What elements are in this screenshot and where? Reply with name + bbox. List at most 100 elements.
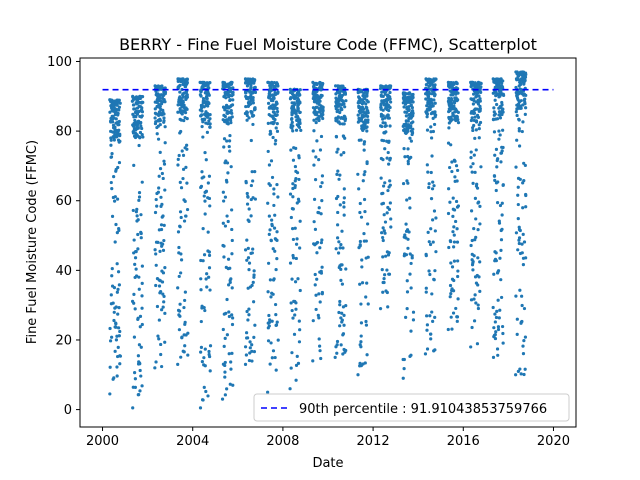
scatter-point xyxy=(406,162,410,166)
scatter-point xyxy=(311,319,315,323)
scatter-point xyxy=(140,133,144,137)
scatter-point xyxy=(273,302,278,307)
scatter-point xyxy=(385,156,389,160)
scatter-point xyxy=(344,348,348,353)
scatter-point xyxy=(248,346,252,350)
scatter-point xyxy=(200,109,204,113)
scatter-point xyxy=(456,120,461,125)
scatter-point xyxy=(228,382,232,386)
scatter-point xyxy=(158,249,162,253)
scatter-point xyxy=(365,129,369,133)
scatter-point xyxy=(178,314,182,318)
scatter-point xyxy=(477,123,481,127)
scatter-point xyxy=(317,337,321,341)
scatter-point xyxy=(243,248,248,252)
scatter-point xyxy=(117,123,121,127)
scatter-point xyxy=(117,334,121,338)
scatter-point xyxy=(266,261,271,265)
scatter-point xyxy=(451,311,456,315)
scatter-point xyxy=(365,161,369,166)
scatter-point xyxy=(252,335,256,339)
scatter-point xyxy=(340,318,344,322)
scatter-point xyxy=(288,261,293,265)
scatter-point xyxy=(452,259,457,263)
scatter-point xyxy=(204,389,208,394)
scatter-point xyxy=(426,170,430,174)
scatter-point xyxy=(455,115,459,119)
scatter-point xyxy=(206,394,210,398)
scatter-point xyxy=(266,290,270,294)
scatter-point xyxy=(405,228,410,232)
scatter-point xyxy=(266,121,270,126)
scatter-point xyxy=(378,307,383,311)
scatter-point xyxy=(293,102,297,106)
scatter-point xyxy=(365,94,369,98)
scatter-point xyxy=(295,171,300,175)
scatter-point xyxy=(432,209,437,213)
scatter-point xyxy=(312,220,316,224)
scatter-point xyxy=(499,248,503,252)
scatter-point xyxy=(336,115,340,119)
scatter-point xyxy=(156,334,160,338)
scatter-point xyxy=(313,272,317,277)
scatter-point xyxy=(314,120,318,125)
scatter-point xyxy=(389,84,393,88)
scatter-point xyxy=(450,118,454,122)
scatter-point xyxy=(365,125,369,129)
y-tick-label: 0 xyxy=(64,403,72,418)
scatter-point xyxy=(315,240,320,245)
scatter-point xyxy=(276,90,280,94)
scatter-point xyxy=(335,343,339,347)
scatter-point xyxy=(229,118,233,122)
scatter-point xyxy=(475,107,479,111)
scatter-point xyxy=(158,104,162,108)
scatter-point xyxy=(245,118,249,122)
scatter-point xyxy=(243,345,248,349)
scatter-point xyxy=(137,343,142,347)
scatter-point xyxy=(153,248,157,252)
scatter-point xyxy=(501,128,505,132)
scatter-point xyxy=(112,130,116,134)
scatter-point xyxy=(246,256,251,260)
scatter-point xyxy=(293,280,298,284)
scatter-point xyxy=(131,406,135,410)
scatter-point xyxy=(406,129,410,133)
scatter-point xyxy=(498,116,503,120)
scatter-point xyxy=(403,233,407,237)
scatter-point xyxy=(469,298,474,302)
scatter-point xyxy=(230,238,234,243)
scatter-point xyxy=(447,245,451,250)
scatter-point xyxy=(205,285,209,289)
scatter-point xyxy=(338,299,342,304)
scatter-point xyxy=(289,215,293,220)
scatter-point xyxy=(271,135,275,140)
scatter-point xyxy=(523,78,527,83)
scatter-point xyxy=(117,98,121,102)
scatter-point xyxy=(381,290,385,294)
scatter-point xyxy=(203,212,207,216)
x-axis: 2000 2004 2008 2012 2016 2020 xyxy=(86,427,570,449)
scatter-point xyxy=(469,156,473,160)
scatter-point xyxy=(289,301,293,305)
scatter-point xyxy=(118,134,122,138)
scatter-point xyxy=(320,174,325,178)
scatter-point xyxy=(182,350,186,354)
scatter-point xyxy=(382,213,386,217)
scatter-point xyxy=(518,228,522,233)
scatter-point xyxy=(516,369,520,374)
scatter-point xyxy=(497,316,501,320)
scatter-point xyxy=(411,127,415,131)
scatter-point xyxy=(154,283,158,288)
scatter-point xyxy=(179,215,183,220)
scatter-point xyxy=(185,117,189,121)
scatter-point xyxy=(359,334,363,338)
scatter-point xyxy=(517,236,522,240)
scatter-point xyxy=(183,298,187,303)
scatter-point xyxy=(291,182,295,186)
scatter-point xyxy=(135,112,139,116)
scatter-point xyxy=(133,135,138,140)
scatter-point xyxy=(291,124,295,128)
scatter-point xyxy=(479,85,483,89)
scatter-point xyxy=(177,153,181,158)
scatter-point xyxy=(411,120,415,124)
